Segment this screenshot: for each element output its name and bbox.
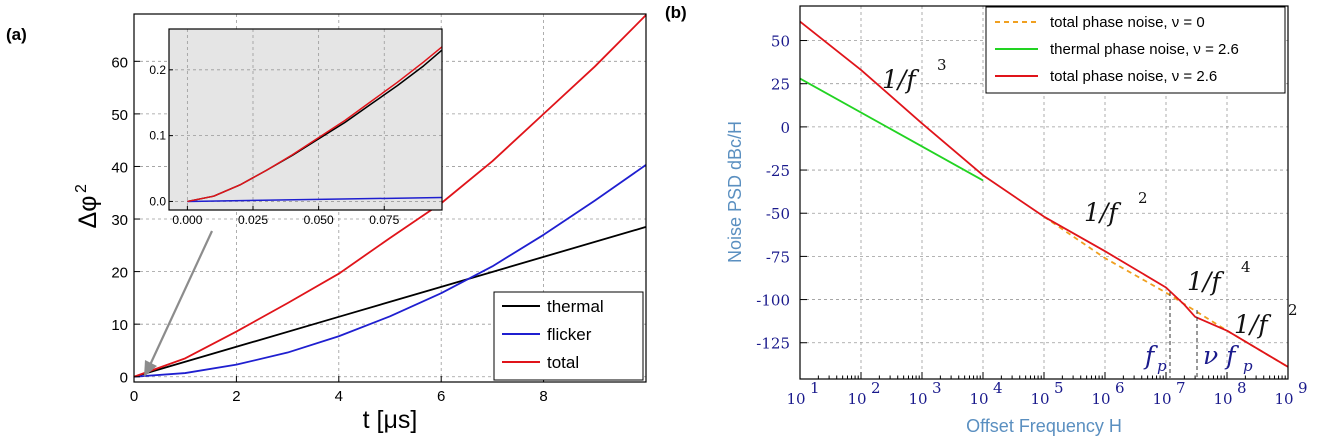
annotation-nufp-sub: p	[1243, 357, 1253, 375]
panel-b-xtick-base: 10	[786, 390, 805, 408]
panel-b-series-2-line	[799, 20, 1289, 368]
annotation-f3-exp: 3	[937, 56, 947, 74]
inset-grid	[169, 29, 442, 210]
panel-b-xtick-exp: 9	[1298, 379, 1308, 397]
panel-b-ytick-label: 0	[780, 119, 790, 137]
panel-a-ytick-label: 50	[111, 107, 128, 124]
annotation-1-over-f4: 1/f 4	[1187, 258, 1251, 296]
panel-b-xtick-base: 10	[1030, 390, 1049, 408]
panel-b-xtick-exp: 3	[932, 379, 942, 397]
inset-series	[187, 46, 443, 203]
panel-a-xtick-label: 6	[437, 388, 445, 405]
panel-b-xtick-base: 10	[847, 390, 866, 408]
panel-b-xtick-exp: 7	[1176, 379, 1186, 397]
panel-b-series	[799, 20, 1289, 368]
inset-ytick-label: 0.2	[149, 63, 166, 77]
inset-pointer-arrow	[144, 230, 213, 377]
panel-a-label: (a)	[6, 25, 27, 44]
panel-a-ylabel: Δφ 2	[73, 184, 102, 228]
annotation-nufp-text: ν f	[1203, 341, 1239, 370]
panel-b-label: (b)	[665, 3, 687, 22]
panel-b-ylabel: Noise PSD dBc/H	[725, 121, 745, 263]
annotation-1-over-f3: 1/f 3	[882, 56, 947, 94]
panel-b-series-0-line	[1043, 215, 1289, 368]
panel-b-xtick-exp: 1	[810, 379, 820, 397]
panel-a-ylabel-text: Δφ	[74, 196, 102, 229]
panel-b-xtick-exp: 6	[1115, 379, 1125, 397]
panel-b-ytick-label: -100	[756, 292, 790, 310]
panel-a-xtick-label: 0	[130, 388, 138, 405]
panel-b-ticks: 10 1 10 2 10 3 10 4 10 5 10 6 10 7 10 8 10 9 50 25 0 -25 -50 -7…	[756, 33, 1307, 408]
panel-b-xtick-exp: 5	[1054, 379, 1064, 397]
inset-xtick-label: 0.050	[304, 213, 334, 227]
panel-b-xtick-base: 10	[908, 390, 927, 408]
inset-xtick-label: 0.075	[369, 213, 399, 227]
legend-a-label-thermal: thermal	[547, 297, 604, 316]
panel-b-xtick-base: 10	[1274, 390, 1293, 408]
panel-b-legend: total phase noise, ν = 0 thermal phase no…	[985, 6, 1286, 94]
annotation-f4-exp: 4	[1241, 258, 1251, 276]
panel-a-xtick-label: 8	[539, 388, 547, 405]
annotation-fp-text: f	[1143, 341, 1158, 370]
panel-a-ytick-label: 40	[111, 159, 128, 176]
annotation-fp-sub: p	[1157, 357, 1167, 375]
panel-a-ticks: 0 2 4 6 8 0 10 20 30 40 50 60	[111, 54, 547, 405]
panel-b-xtick-base: 10	[1152, 390, 1171, 408]
inset-background	[169, 29, 442, 210]
legend-b-label-1: thermal phase noise, ν = 2.6	[1050, 41, 1239, 58]
series-thermal-line	[133, 226, 647, 378]
panel-b-ytick-label: -125	[756, 335, 790, 353]
panel-b-ytick-label: 25	[771, 76, 790, 94]
panel-b-ytick-label: -75	[766, 248, 790, 266]
panel-b-xtick-exp: 4	[993, 379, 1003, 397]
panel-a-frame	[133, 13, 647, 383]
panel-a-legend: thermal flicker total	[493, 291, 644, 381]
annotation-f2a-text: 1/f	[1084, 198, 1121, 227]
annotation-f2b-exp: 2	[1288, 301, 1298, 319]
annotation-nufp: ν f p	[1203, 341, 1253, 375]
annotation-1-over-f2-high: 1/f 2	[1234, 301, 1298, 339]
panel-b-xtick-base: 10	[969, 390, 988, 408]
panel-a-xlabel: t [μs]	[363, 406, 418, 434]
inset-ytick-label: 0.0	[149, 194, 166, 208]
panel-b-xtick-base: 10	[1213, 390, 1232, 408]
legend-b-label-2: total phase noise, ν = 2.6	[1050, 68, 1217, 85]
inset-xtick-label: 0.000	[172, 213, 202, 227]
legend-b-label-0: total phase noise, ν = 0	[1050, 14, 1205, 31]
annotation-1-over-f2-mid: 1/f 2	[1084, 189, 1148, 227]
panel-a-xtick-label: 4	[335, 388, 343, 405]
panel-b-xtick-exp: 8	[1237, 379, 1247, 397]
annotation-f2a-exp: 2	[1138, 189, 1148, 207]
annotation-f3-text: 1/f	[882, 65, 919, 94]
panel-b-series-1-line	[799, 77, 984, 182]
inset-xtick-label: 0.025	[238, 213, 268, 227]
inset-ytick-label: 0.1	[149, 129, 166, 143]
series-flicker-line	[133, 164, 647, 378]
annotation-f2b-text: 1/f	[1234, 310, 1271, 339]
series-total-line	[133, 14, 647, 378]
panel-a-xtick-label: 2	[232, 388, 240, 405]
panel-a-ylabel-sup: 2	[73, 184, 90, 193]
panel-a-ytick-label: 0	[120, 370, 128, 387]
panel-a-ytick-label: 60	[111, 54, 128, 71]
panel-b-ytick-label: 50	[771, 33, 790, 51]
inset-series-flicker-line	[187, 196, 443, 203]
panel-b-xtick-exp: 2	[871, 379, 881, 397]
panel-b-ytick-label: -50	[766, 205, 790, 223]
panel-b-xtick-base: 10	[1091, 390, 1110, 408]
inset-ticks: 0.000 0.025 0.050 0.075 0.0 0.1 0.2	[149, 63, 399, 227]
inset-frame	[168, 28, 443, 211]
panel-b-xlabel: Offset Frequency H	[966, 416, 1122, 436]
legend-a-label-flicker: flicker	[547, 325, 592, 344]
panel-a-ytick-label: 20	[111, 265, 128, 282]
panel-a-ytick-label: 10	[111, 317, 128, 334]
legend-a-label-total: total	[547, 353, 579, 372]
annotation-f4-text: 1/f	[1187, 267, 1224, 296]
inset-series-total-line	[187, 46, 443, 203]
annotation-fp: f p	[1143, 341, 1167, 375]
panel-a-ytick-label: 30	[111, 212, 128, 229]
panel-b-ytick-label: -25	[766, 162, 790, 180]
panel-a-series	[133, 14, 647, 378]
